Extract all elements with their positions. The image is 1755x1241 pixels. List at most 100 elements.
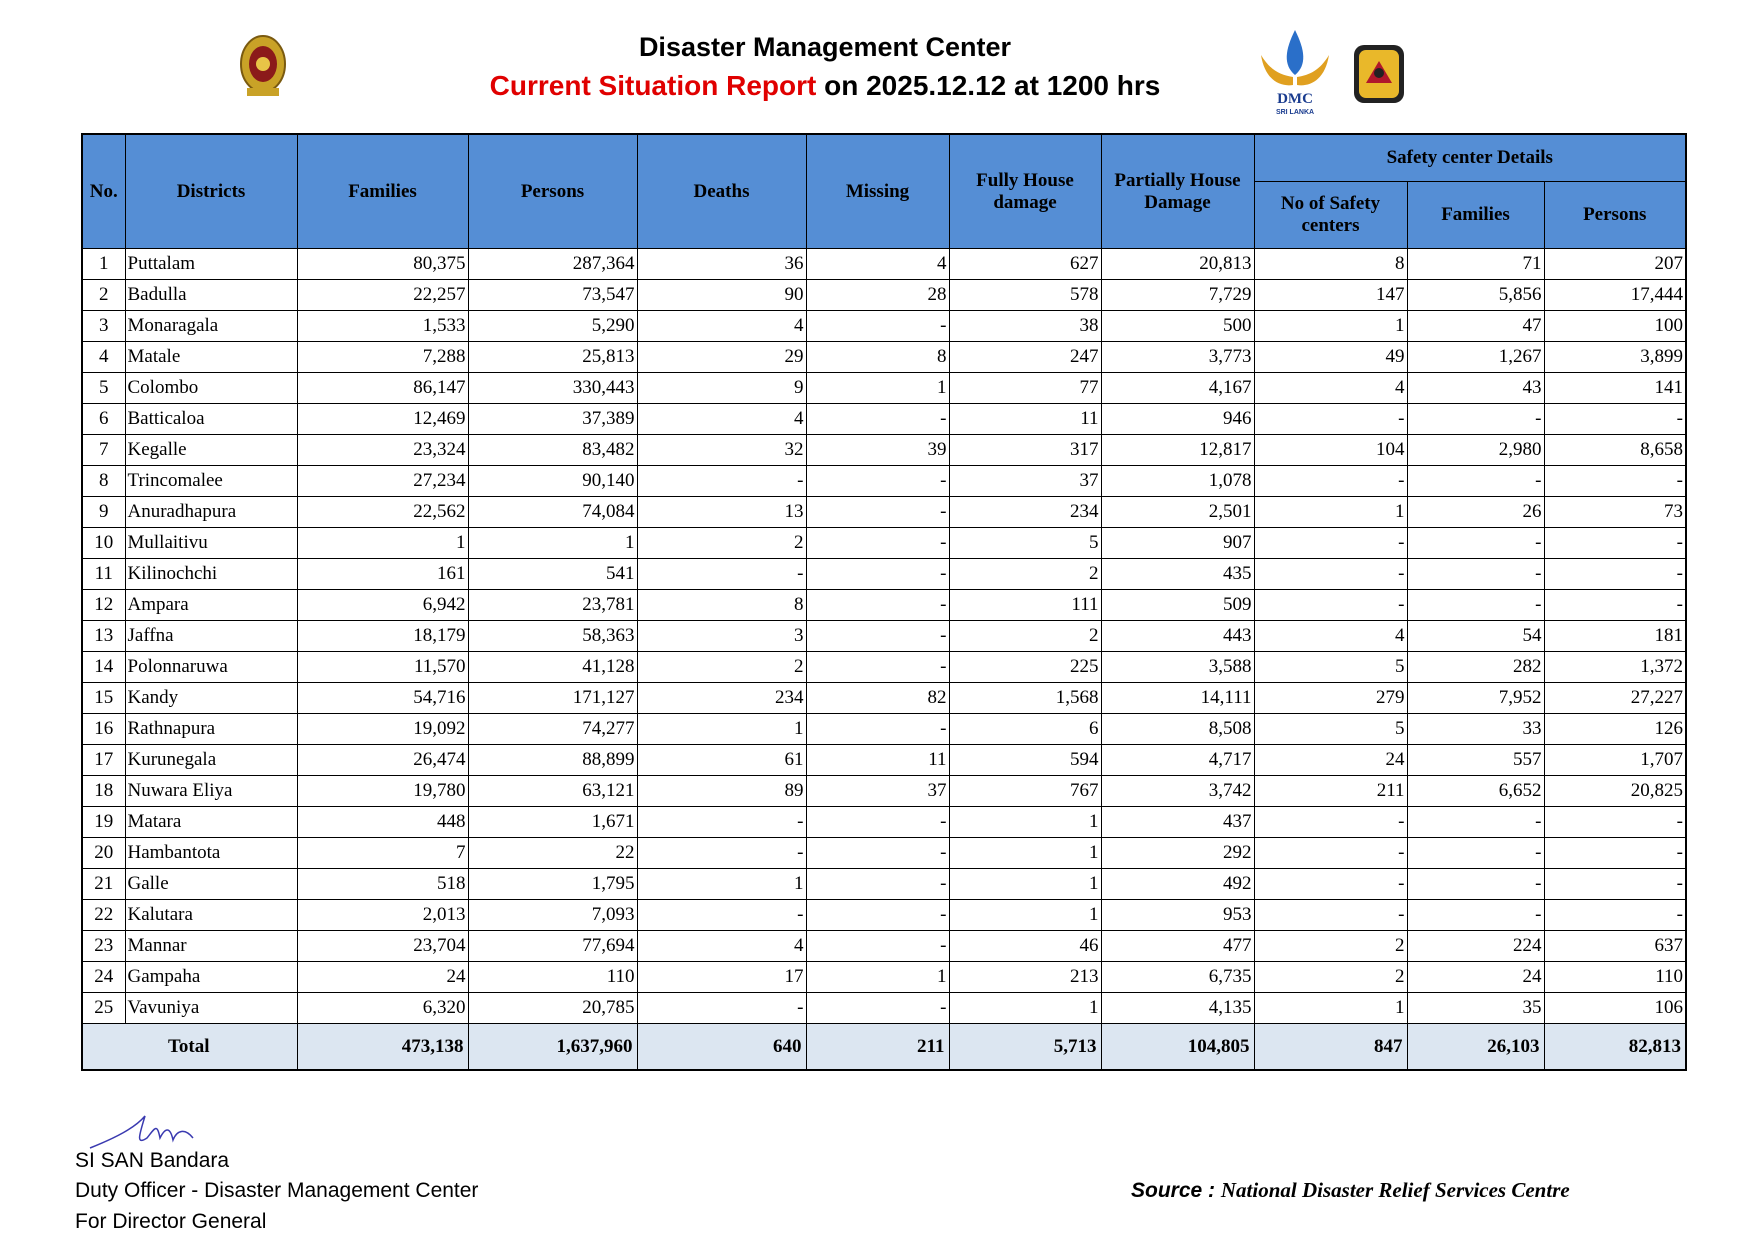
column-header: No.	[81, 133, 126, 249]
data-row: 18 Nuwara Eliya 19,780 63,121 89 37 767 3,742 21…	[81, 775, 1687, 807]
value-cell: -	[805, 930, 950, 962]
value-cell: 171,127	[467, 682, 638, 714]
value-cell: 23,704	[296, 930, 469, 962]
value-cell: 2,980	[1406, 434, 1545, 466]
value-cell: 13	[81, 620, 126, 652]
value-cell: 4,135	[1100, 992, 1255, 1024]
value-cell: 492	[1100, 868, 1255, 900]
value-cell: 907	[1100, 527, 1255, 559]
data-row: 16 Rathnapura 19,092 74,277 1-6 8,508 5 33 126	[81, 713, 1687, 745]
total-cell: 82,813	[1543, 1023, 1687, 1071]
subtitle-highlight: Current Situation Report	[489, 70, 817, 101]
district-cell: Batticaloa	[124, 403, 298, 435]
value-cell: 11	[948, 403, 1102, 435]
value-cell: -	[1253, 589, 1408, 621]
value-cell: 557	[1406, 744, 1545, 776]
value-cell: 22	[467, 837, 638, 869]
value-cell: 1	[805, 961, 950, 993]
value-cell: 54	[1406, 620, 1545, 652]
district-cell: Vavuniya	[124, 992, 298, 1024]
value-cell: 38	[948, 310, 1102, 342]
value-cell: 89	[636, 775, 807, 807]
value-cell: 10	[81, 527, 126, 559]
value-cell: 8	[81, 465, 126, 497]
value-cell: 234	[636, 682, 807, 714]
value-cell: 181	[1543, 620, 1687, 652]
value-cell: -	[1406, 837, 1545, 869]
value-cell: 767	[948, 775, 1102, 807]
total-cell: 1,637,960	[467, 1023, 638, 1071]
value-cell: 594	[948, 744, 1102, 776]
value-cell: 11	[81, 558, 126, 590]
data-row: 2 Badulla 22,257 73,547 90 28 578 7,729 147 5,856…	[81, 279, 1687, 311]
value-cell: 946	[1100, 403, 1255, 435]
value-cell: 509	[1100, 589, 1255, 621]
value-cell: 518	[296, 868, 469, 900]
value-cell: 63,121	[467, 775, 638, 807]
badge	[1354, 45, 1404, 103]
total-cell: 104,805	[1100, 1023, 1255, 1071]
district-cell: Rathnapura	[124, 713, 298, 745]
value-cell: 27,227	[1543, 682, 1687, 714]
value-cell: 1	[636, 713, 807, 745]
value-cell: 7,952	[1406, 682, 1545, 714]
value-cell: 2	[636, 527, 807, 559]
signer-for: For Director General	[75, 1210, 267, 1233]
value-cell: 28	[805, 279, 950, 311]
value-cell: 33	[1406, 713, 1545, 745]
value-cell: 1,078	[1100, 465, 1255, 497]
value-cell: -	[1543, 868, 1687, 900]
subcolumn-header: Persons	[1543, 181, 1687, 249]
data-row: 3 Monaragala 1,533 5,290 4-38 500 1 47 100	[81, 310, 1687, 342]
district-cell: Matale	[124, 341, 298, 373]
value-cell: 90,140	[467, 465, 638, 497]
value-cell: 1,533	[296, 310, 469, 342]
value-cell: 54,716	[296, 682, 469, 714]
source-text: National Disaster Relief Services Centre	[1220, 1178, 1570, 1202]
value-cell: 20,813	[1100, 248, 1255, 280]
signature	[89, 1115, 194, 1149]
value-cell: 435	[1100, 558, 1255, 590]
value-cell: 1	[948, 868, 1102, 900]
value-cell: 88,899	[467, 744, 638, 776]
value-cell: 74,277	[467, 713, 638, 745]
total-label: Total	[81, 1023, 298, 1071]
value-cell: 1	[948, 837, 1102, 869]
value-cell: 24	[1406, 961, 1545, 993]
value-cell: -	[805, 713, 950, 745]
value-cell: 18,179	[296, 620, 469, 652]
district-cell: Matara	[124, 806, 298, 838]
value-cell: 317	[948, 434, 1102, 466]
data-row: 23 Mannar 23,704 77,694 4-46 477 2 224 637	[81, 930, 1687, 962]
total-cell: 640	[636, 1023, 807, 1071]
value-cell: 3,773	[1100, 341, 1255, 373]
data-row: 22 Kalutara 2,013 7,093- -1 953- - -	[81, 899, 1687, 931]
value-cell: -	[1406, 806, 1545, 838]
value-cell: 3,899	[1543, 341, 1687, 373]
value-cell: 104	[1253, 434, 1408, 466]
value-cell: -	[1253, 527, 1408, 559]
value-cell: -	[636, 899, 807, 931]
value-cell: 2,501	[1100, 496, 1255, 528]
value-cell: 1	[1253, 310, 1408, 342]
value-cell: 15	[81, 682, 126, 714]
value-cell: 25	[81, 992, 126, 1024]
value-cell: 36	[636, 248, 807, 280]
value-cell: 8,508	[1100, 713, 1255, 745]
situation-table: No. Districts Families Persons Deaths Missing…	[81, 133, 1687, 1071]
value-cell: -	[1406, 465, 1545, 497]
value-cell: 2	[1253, 961, 1408, 993]
district-cell: Mannar	[124, 930, 298, 962]
value-cell: 443	[1100, 620, 1255, 652]
value-cell: 282	[1406, 651, 1545, 683]
value-cell: -	[805, 620, 950, 652]
subtitle: Current Situation Report on 2025.12.12 a…	[0, 70, 1650, 102]
value-cell: 24	[296, 961, 469, 993]
district-cell: Anuradhapura	[124, 496, 298, 528]
value-cell: -	[1406, 558, 1545, 590]
value-cell: -	[805, 992, 950, 1024]
value-cell: 37,389	[467, 403, 638, 435]
data-row: 12 Ampara 6,942 23,781 8-111 509- - -	[81, 589, 1687, 621]
value-cell: 3,742	[1100, 775, 1255, 807]
